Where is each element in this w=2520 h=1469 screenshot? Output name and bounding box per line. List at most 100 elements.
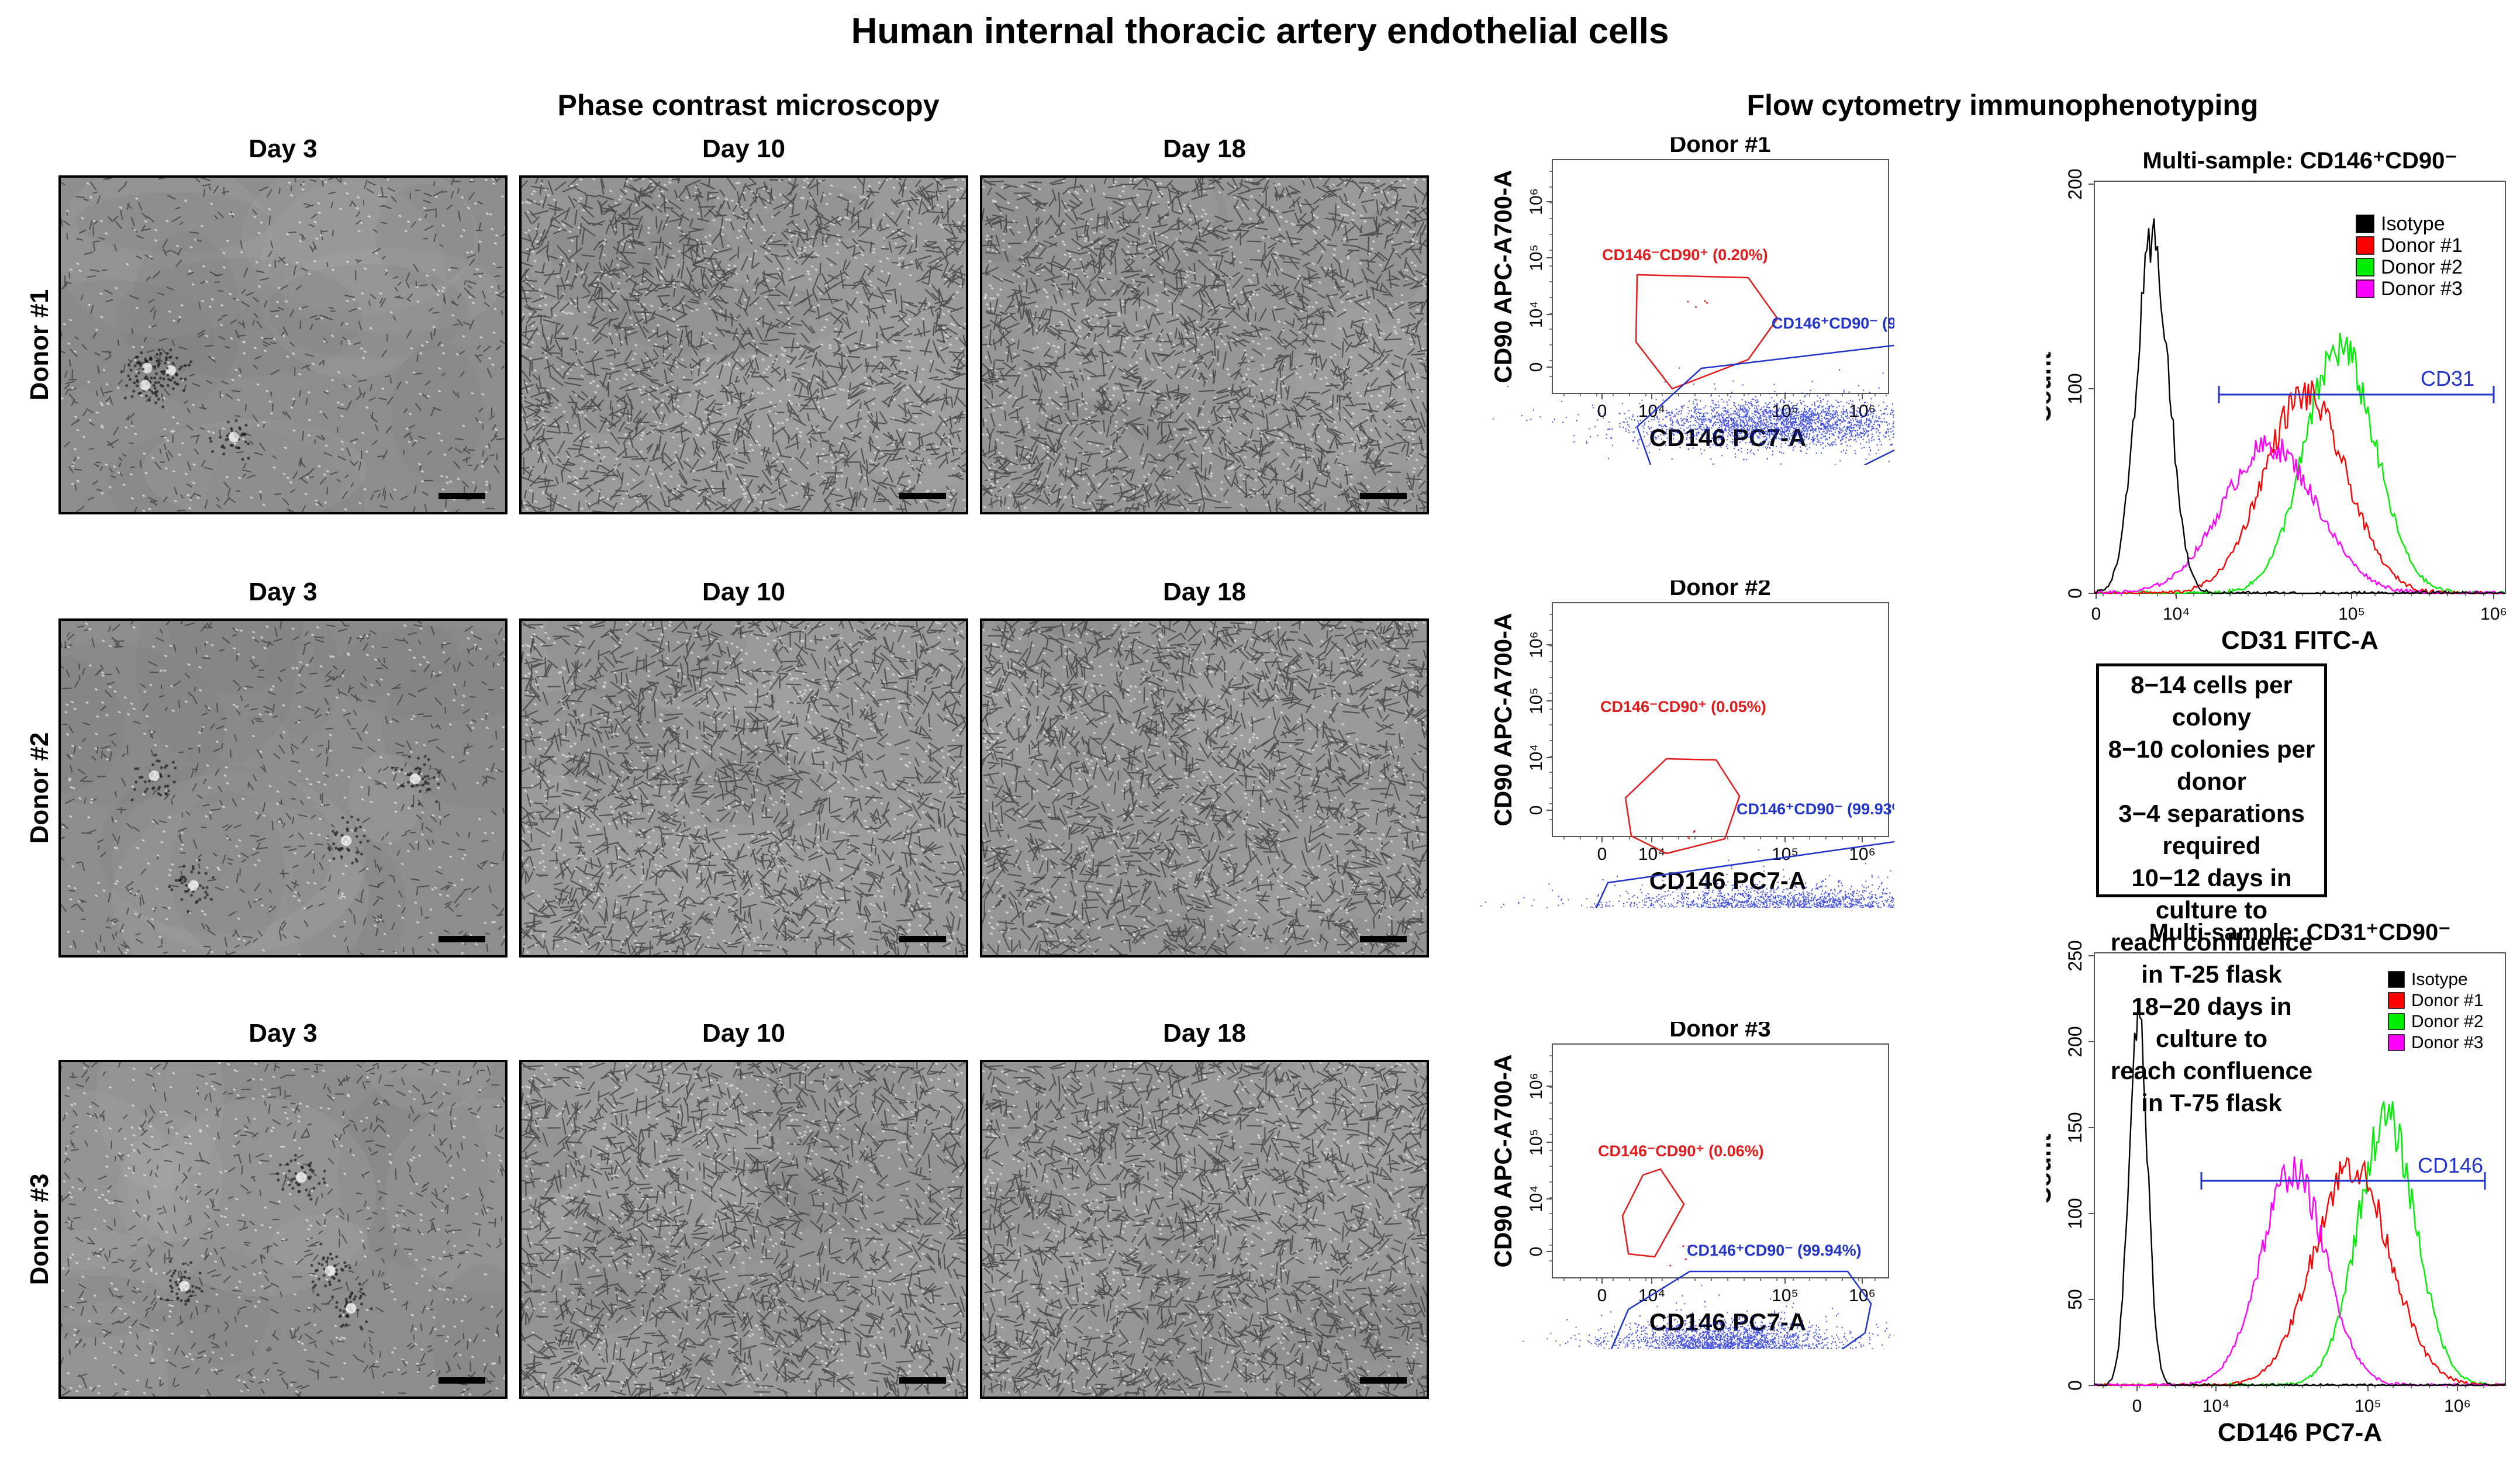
legend-swatch	[2388, 992, 2405, 1009]
y-tick-label: 10⁵	[1527, 1129, 1546, 1156]
scatter-title: Donor #2	[1669, 580, 1770, 600]
histogram-series-donor-1	[2094, 1156, 2505, 1387]
legend-label: Donor #1	[2411, 991, 2483, 1010]
info-line: reach confluence in T-25 flask	[2110, 928, 2313, 988]
phase-contrast-image	[58, 618, 508, 958]
legend-label: Donor #3	[2381, 278, 2463, 300]
scale-bar	[899, 1377, 946, 1384]
legend-swatch	[2356, 258, 2374, 276]
overlay-histogram: Multi-sample: CD146⁺CD90⁻ 0 100 200 0 10⁴ 10⁵ 1…	[2046, 148, 2507, 655]
phase-contrast-image	[519, 618, 968, 958]
scale-bar	[439, 1377, 485, 1384]
y-tick-label: 150	[2065, 1112, 2086, 1143]
x-tick-label: 0	[1597, 845, 1607, 864]
y-tick-label: 10⁴	[1527, 301, 1546, 328]
y-tick-label: 0	[1527, 806, 1546, 815]
phase-contrast-image	[519, 175, 968, 514]
x-tick-label: 0	[1597, 402, 1607, 421]
legend-swatch	[2356, 236, 2374, 255]
y-tick-label: 200	[2065, 168, 2086, 199]
blue-gate-polygon	[1595, 841, 1894, 908]
red-gate-polygon	[1635, 274, 1779, 390]
x-tick-label: 10⁵	[2355, 1397, 2381, 1416]
info-line: 10−12 days in culture to	[2131, 864, 2292, 924]
x-tick-label: 10⁵	[1772, 845, 1798, 864]
red-gate-label: CD146⁻CD90⁺ (0.05%)	[1600, 698, 1766, 716]
scale-bar	[899, 493, 946, 499]
legend-swatch	[2356, 215, 2374, 233]
info-line: 8−14 cells per colony	[2131, 671, 2293, 731]
blue-gate-polygon	[1636, 344, 1894, 465]
culture-info-box: 8−14 cells per colony 8−10 colonies per d…	[2096, 663, 2327, 1117]
phase-contrast-image	[58, 175, 508, 514]
y-axis-label: Count	[2046, 1133, 2056, 1204]
y-tick-label: 0	[2065, 1380, 2086, 1391]
overlay-histogram: Multi-sample: CD31⁺CD90⁻ 0 50 100 150 200 250 0…	[2046, 920, 2506, 1447]
info-line: 3−4 separations required	[2118, 800, 2305, 859]
histogram-title: Multi-sample: CD31⁺CD90⁻	[2149, 920, 2451, 945]
x-tick-label: 0	[2091, 604, 2101, 624]
day-label: Day 10	[702, 1019, 785, 1048]
info-line: reach confluence in T-75 flask	[2110, 1057, 2313, 1117]
legend-swatch	[2356, 279, 2374, 298]
scale-bar	[899, 936, 946, 942]
y-axis-label: CD90 APC-A700-A	[1489, 1055, 1517, 1268]
legend-label: Donor #2	[2381, 256, 2463, 278]
x-tick-label: 10⁴	[2203, 1397, 2229, 1416]
y-axis-label: Count	[2046, 352, 2056, 423]
donor-row-label: Donor #1	[25, 289, 54, 401]
legend-label: Donor #1	[2381, 234, 2463, 257]
legend-label: Isotype	[2381, 213, 2445, 235]
y-tick-label: 10⁶	[1527, 188, 1546, 215]
event-dots	[1480, 849, 1894, 908]
blue-gate-polygon	[1610, 1270, 1872, 1349]
scale-bar	[439, 493, 485, 499]
day-label: Day 18	[1163, 134, 1246, 163]
histogram-series-isotype	[2094, 218, 2505, 594]
x-tick-label: 10⁴	[1638, 845, 1665, 864]
gate-label: CD146	[2418, 1153, 2483, 1177]
y-tick-label: 0	[2065, 588, 2086, 599]
legend-swatch	[2388, 1034, 2405, 1051]
x-tick-label: 0	[1597, 1286, 1607, 1305]
legend-swatch	[2388, 1013, 2405, 1030]
x-tick-label: 10⁵	[2338, 604, 2365, 624]
day-label: Day 3	[248, 134, 317, 163]
day-label: Day 10	[702, 134, 785, 163]
legend-label: Donor #2	[2411, 1012, 2483, 1031]
scatter-title: Donor #1	[1669, 137, 1770, 157]
x-tick-label: 10⁴	[2163, 604, 2190, 624]
phase-contrast-image	[58, 1060, 508, 1399]
x-axis-label: CD31 FITC-A	[2221, 626, 2379, 655]
red-gate-polygon	[1621, 1168, 1685, 1258]
info-line: 8−10 colonies per donor	[2108, 735, 2315, 795]
y-axis-label: CD90 APC-A700-A	[1489, 613, 1517, 827]
plot-frame	[1552, 602, 1889, 837]
blue-gate-label: CD146⁺CD90⁻ (99.94%)	[1687, 1242, 1862, 1259]
y-tick-label: 10⁶	[1527, 1073, 1546, 1100]
event-dots	[1492, 367, 1894, 465]
histogram-series-donor-1	[2094, 380, 2505, 594]
donor-row-label: Donor #3	[25, 1173, 54, 1285]
legend-label: Donor #3	[2411, 1033, 2483, 1052]
x-axis-label: CD146 PC7-A	[1649, 424, 1806, 451]
y-tick-label: 10⁵	[1527, 244, 1546, 271]
day-label: Day 18	[1163, 578, 1246, 606]
info-line: 18−20 days in culture to	[2131, 993, 2292, 1052]
y-tick-label: 100	[2065, 1198, 2086, 1229]
cd146-cd90-scatter-plot: Donor #1010⁴10⁵10⁶010⁴10⁵10⁶CD146 PC7-AC…	[1489, 137, 1894, 465]
red-gate-label: CD146⁻CD90⁺ (0.20%)	[1602, 246, 1768, 264]
histogram-series-donor-2	[2094, 1101, 2505, 1387]
scale-bar	[1360, 493, 1407, 499]
phase-contrast-image	[980, 618, 1429, 958]
event-dots	[1523, 1285, 1894, 1349]
y-tick-label: 100	[2065, 373, 2086, 404]
scatter-title: Donor #3	[1669, 1022, 1770, 1042]
legend-label: Isotype	[2411, 970, 2468, 989]
microscopy-section-title: Phase contrast microscopy	[557, 89, 940, 122]
x-tick-label: 10⁶	[2480, 604, 2507, 624]
histogram-series-isotype	[2094, 998, 2505, 1387]
day-label: Day 3	[248, 578, 317, 606]
